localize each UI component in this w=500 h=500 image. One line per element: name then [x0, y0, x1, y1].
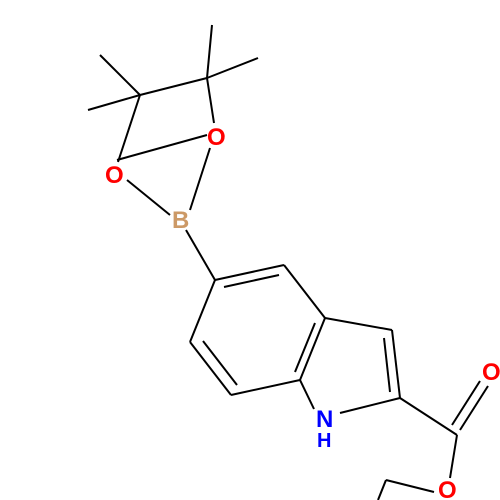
bond-o4-ch2: [386, 480, 434, 492]
atom-o1: O: [105, 162, 124, 189]
bond-ind2b: [384, 338, 390, 392]
bond-ar6: [190, 280, 215, 342]
bond-c2-co: [400, 398, 457, 435]
bond-ar5b: [203, 341, 237, 385]
atom-n1-h: H: [317, 430, 331, 452]
bond-ar2: [284, 265, 325, 318]
atom-o3: O: [482, 359, 500, 386]
molecule-canvas: O O B N H O O: [0, 0, 500, 500]
atom-o2: O: [207, 124, 226, 151]
bond-ca-cb: [140, 78, 207, 95]
atom-n1: N: [316, 406, 333, 433]
bond-me4: [207, 58, 258, 78]
atom-o4: O: [438, 477, 457, 500]
bond-b-o1: [127, 180, 170, 215]
bond-me3: [207, 25, 212, 78]
bond-me2: [88, 95, 140, 110]
bond-b-aryl: [186, 230, 215, 280]
bond-co-o3b: [452, 381, 480, 425]
atom-b1: B: [172, 207, 189, 234]
bond-o2-b: [190, 148, 210, 210]
bond-ind2: [392, 330, 400, 398]
bond-ar4: [231, 380, 300, 395]
bond-ch2-ch3: [378, 480, 386, 500]
bond-ar3b: [295, 323, 315, 372]
bond-o1-ca: [118, 95, 140, 162]
bond-cb-o2: [207, 78, 214, 123]
bond-co-o3a: [460, 386, 488, 430]
bond-ind1: [325, 318, 392, 330]
bond-co-o4: [450, 435, 457, 478]
bond-me1: [100, 55, 140, 95]
bond-ind4: [300, 380, 314, 409]
bond-ind3: [340, 398, 400, 413]
bond-ar1: [215, 265, 284, 280]
